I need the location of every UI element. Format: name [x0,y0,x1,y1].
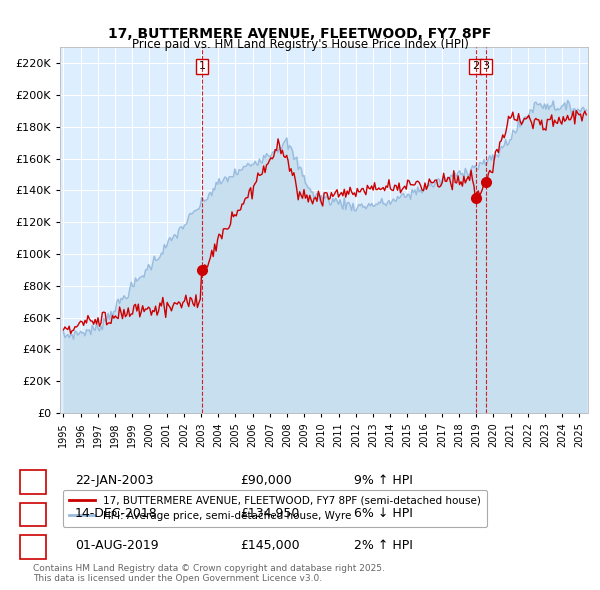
Text: 9% ↑ HPI: 9% ↑ HPI [354,474,413,487]
Text: 2% ↑ HPI: 2% ↑ HPI [354,539,413,552]
Text: 22-JAN-2003: 22-JAN-2003 [75,474,154,487]
Text: Price paid vs. HM Land Registry's House Price Index (HPI): Price paid vs. HM Land Registry's House … [131,38,469,51]
Text: £134,950: £134,950 [240,507,299,520]
Text: £145,000: £145,000 [240,539,299,552]
Text: 2: 2 [29,507,37,520]
Text: 6% ↓ HPI: 6% ↓ HPI [354,507,413,520]
Text: Contains HM Land Registry data © Crown copyright and database right 2025.
This d: Contains HM Land Registry data © Crown c… [33,563,385,583]
Text: 3: 3 [29,539,37,552]
Text: 1: 1 [199,61,206,71]
Text: 01-AUG-2019: 01-AUG-2019 [75,539,158,552]
Text: 14-DEC-2018: 14-DEC-2018 [75,507,158,520]
Text: 2: 2 [472,61,479,71]
Legend: 17, BUTTERMERE AVENUE, FLEETWOOD, FY7 8PF (semi-detached house), HPI: Average pr: 17, BUTTERMERE AVENUE, FLEETWOOD, FY7 8P… [62,490,487,527]
Text: 1: 1 [29,474,37,487]
Text: 17, BUTTERMERE AVENUE, FLEETWOOD, FY7 8PF: 17, BUTTERMERE AVENUE, FLEETWOOD, FY7 8P… [109,27,491,41]
Text: £90,000: £90,000 [240,474,292,487]
Text: 3: 3 [482,61,490,71]
